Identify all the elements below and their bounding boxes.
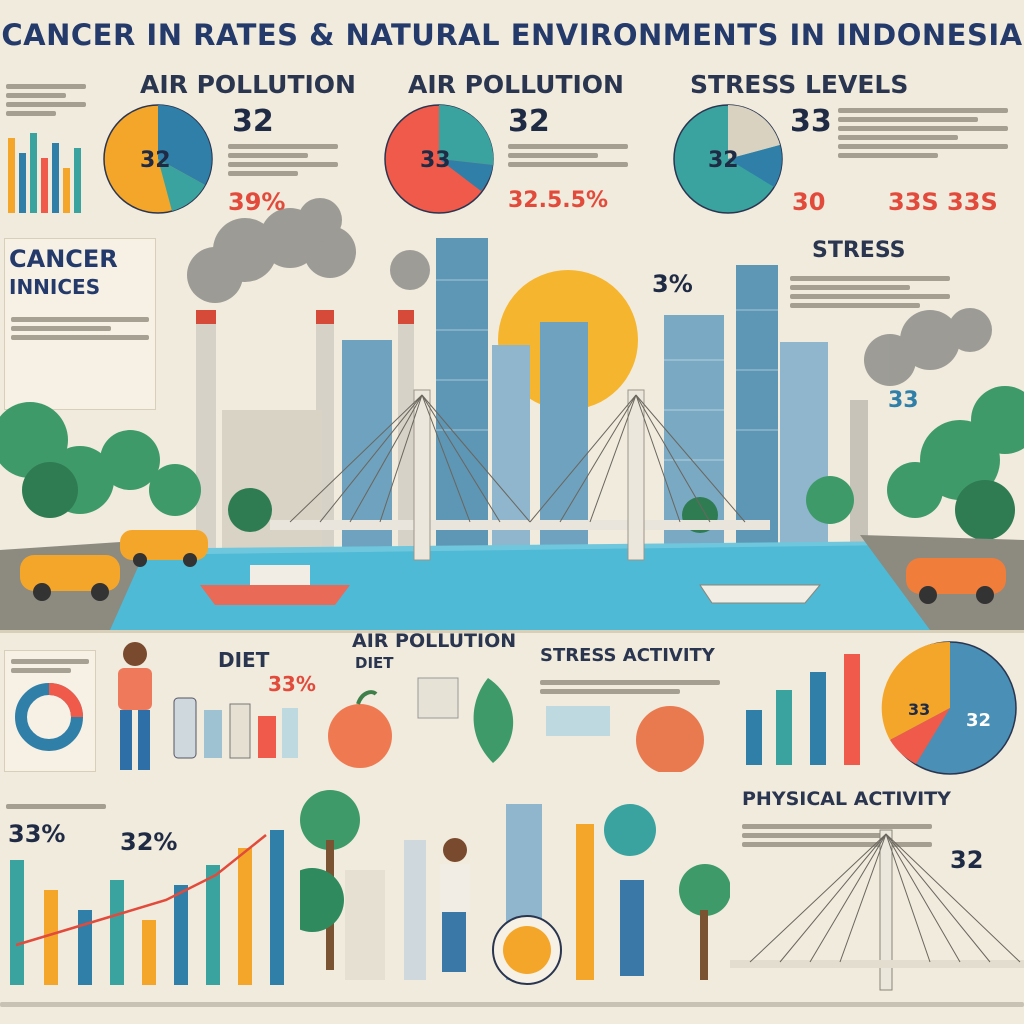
mini-bar-chart-tl	[8, 133, 81, 213]
pct-1: 39%	[228, 188, 286, 216]
pie-bottom-b: 32	[966, 710, 992, 731]
pct-2: 32.5.5%	[508, 188, 608, 213]
stress-text	[790, 272, 950, 312]
bottom-bar-chart	[10, 830, 284, 985]
bar-chart-right	[746, 654, 860, 765]
pie-chart-3	[673, 104, 783, 214]
bottom-left-label	[6, 800, 106, 813]
air-pollution-heading-bottom: AIR POLLUTION	[352, 630, 517, 652]
section-divider	[0, 630, 1024, 633]
donut-chart	[15, 683, 83, 751]
city-river-scene	[0, 198, 1024, 630]
bottom-pct-1: 33%	[8, 820, 66, 848]
big-number-2: 32	[508, 104, 550, 139]
physical-activity-heading: PHYSICAL ACTIVITY	[742, 788, 951, 810]
stress-activity-heading: STRESS ACTIVITY	[540, 645, 715, 666]
diet-left-box	[4, 650, 96, 772]
pie-chart-2	[384, 104, 494, 214]
diet-left-text	[11, 659, 89, 673]
physical-value: 32	[950, 846, 984, 874]
air-pollution-heading-2: AIR POLLUTION	[408, 70, 624, 99]
pct-3a: 30	[792, 188, 826, 216]
person-figure	[118, 642, 152, 770]
bottom-pct-2: 32%	[120, 828, 178, 856]
air-pollution-heading-1: AIR POLLUTION	[140, 70, 356, 99]
stress-activity-text	[540, 676, 720, 698]
diet-heading: DIET	[218, 648, 270, 672]
pie-chart-bottom	[881, 641, 1017, 775]
cancer-indices-box: CANCER INNICES	[4, 238, 156, 410]
page-title: CANCER IN RATES & NATURAL ENVIRONMENTS I…	[1, 18, 1023, 52]
text-block-tl	[6, 80, 86, 120]
cancer-text	[11, 317, 149, 340]
stress-pct: 3%	[652, 270, 693, 298]
diet-objects	[173, 697, 298, 759]
pie-label-1: 32	[140, 148, 171, 173]
pie-label-2: 33	[420, 148, 451, 173]
stress-activity-icons	[546, 706, 704, 772]
park-people-scene	[300, 790, 730, 985]
pie-label-3: 32	[708, 148, 739, 173]
diet-subheading: DIET	[355, 654, 394, 672]
pie-chart-1	[103, 104, 213, 214]
bridge-bottom	[730, 829, 1024, 991]
physical-text	[742, 820, 932, 851]
diet-pct: 33%	[268, 672, 316, 696]
text-block-3	[838, 104, 1008, 162]
fruit-leaf-icons	[328, 677, 514, 768]
text-block-2	[508, 140, 628, 171]
stress-levels-heading: STRESS LEVELS	[690, 70, 909, 99]
big-number-1: 32	[232, 104, 274, 139]
text-block-1	[228, 140, 338, 180]
indices-heading: INNICES	[9, 275, 101, 299]
footer-text	[0, 998, 1024, 1011]
pie-bottom-a: 33	[908, 700, 931, 719]
stress-heading: STRESS	[812, 238, 906, 263]
pct-3b: 33S 33S	[888, 188, 998, 216]
right-value: 33	[888, 388, 919, 413]
big-number-3: 33	[790, 104, 832, 139]
cancer-heading: CANCER	[9, 245, 118, 273]
